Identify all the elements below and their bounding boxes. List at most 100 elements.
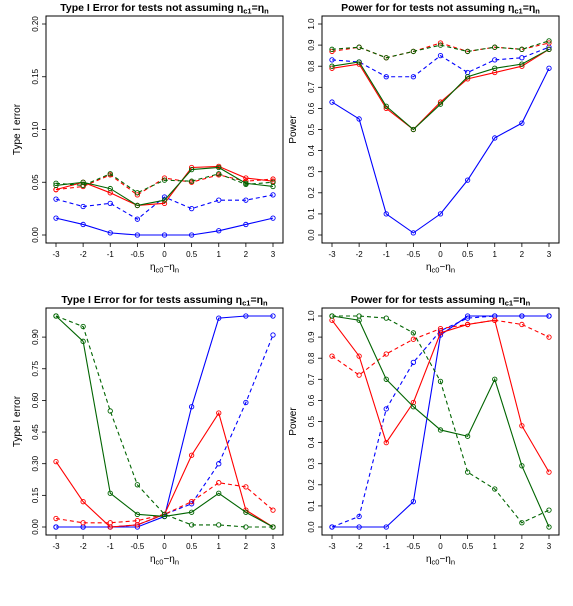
series-line xyxy=(331,319,550,473)
data-point xyxy=(216,522,222,528)
data-point xyxy=(134,202,141,209)
data-point xyxy=(270,179,276,185)
y-tick-label: 0.2 xyxy=(307,479,316,491)
data-point xyxy=(329,99,335,105)
data-point xyxy=(437,53,444,59)
x-tick-label: 0 xyxy=(162,542,167,551)
data-point xyxy=(270,507,276,513)
data-point xyxy=(519,463,525,469)
series-2 xyxy=(329,313,552,530)
data-point xyxy=(437,326,444,332)
series-3 xyxy=(53,163,276,209)
data-point xyxy=(216,228,222,234)
series-4 xyxy=(329,40,552,61)
data-point xyxy=(492,317,498,323)
x-tick-label: 3 xyxy=(271,542,276,551)
x-tick-label: 2 xyxy=(244,542,249,551)
series-4 xyxy=(53,480,276,526)
x-tick-label: -3 xyxy=(52,542,60,551)
series-2 xyxy=(53,192,276,222)
data-point xyxy=(161,200,168,207)
y-tick-label: 0.4 xyxy=(307,436,316,448)
y-tick-label: 0.00 xyxy=(31,519,40,535)
panel-1: Type I Error for tests not assuming ηc1​… xyxy=(12,2,284,275)
data-point xyxy=(383,376,389,382)
data-point xyxy=(546,38,552,44)
series-line xyxy=(55,194,274,220)
series-3 xyxy=(53,410,276,530)
x-tick-label: -2 xyxy=(356,250,364,259)
data-point xyxy=(356,372,362,378)
x-tick-label: 1 xyxy=(217,542,222,551)
data-point xyxy=(107,408,113,414)
y-tick-label: 0.20 xyxy=(31,16,40,32)
data-point xyxy=(329,46,335,52)
y-tick-label: 0.1 xyxy=(307,500,316,512)
data-point xyxy=(329,524,335,530)
data-point xyxy=(410,126,417,133)
data-point xyxy=(410,48,417,55)
data-point xyxy=(80,182,86,189)
y-tick-label: 0.05 xyxy=(31,174,40,190)
data-point xyxy=(161,177,168,183)
y-tick-label: 0.75 xyxy=(31,360,40,376)
data-point xyxy=(356,524,362,530)
data-point xyxy=(519,46,525,52)
data-point xyxy=(546,469,552,475)
y-tick-label: 0.8 xyxy=(307,352,316,364)
x-tick-label: -0.5 xyxy=(406,250,420,259)
data-point xyxy=(410,336,417,342)
data-point xyxy=(188,509,195,515)
data-point xyxy=(107,185,113,192)
chart-title: Type I Error for tests not assuming ηc1​… xyxy=(60,2,269,16)
plot-frame xyxy=(321,15,560,244)
data-point xyxy=(356,353,362,359)
data-point xyxy=(546,65,552,71)
plot-frame xyxy=(321,307,560,536)
data-point xyxy=(243,175,249,181)
y-tick-label: 0.6 xyxy=(307,102,316,114)
data-point xyxy=(437,101,444,107)
data-point xyxy=(383,211,389,217)
data-point xyxy=(270,524,276,530)
series-line xyxy=(332,315,550,524)
data-point xyxy=(410,359,417,366)
data-point xyxy=(492,376,498,382)
data-point xyxy=(329,317,335,323)
series-line xyxy=(56,334,274,528)
data-point xyxy=(270,192,276,198)
x-tick-label: -1 xyxy=(383,250,391,259)
panel-2: Power for for tests not assuming ηc1​=ηn… xyxy=(288,2,560,275)
y-axis-label: Type I error xyxy=(12,103,23,155)
data-point xyxy=(329,57,335,63)
data-point xyxy=(270,176,276,182)
x-tick-label: 0.5 xyxy=(462,250,474,259)
data-point xyxy=(216,315,222,321)
x-tick-label: -3 xyxy=(52,250,60,259)
x-tick-label: -1 xyxy=(107,542,115,551)
series-line xyxy=(55,315,274,528)
data-point xyxy=(161,232,168,238)
data-point xyxy=(216,164,222,171)
data-point xyxy=(53,313,59,319)
x-tick-label: -3 xyxy=(328,250,336,259)
data-point xyxy=(243,197,249,203)
y-tick-label: 0.9 xyxy=(307,331,316,343)
x-tick-label: 1 xyxy=(493,542,498,551)
data-point xyxy=(216,480,222,486)
y-tick-label: 0.5 xyxy=(307,123,316,135)
x-tick-label: 0 xyxy=(162,250,167,259)
plot-frame xyxy=(45,307,284,536)
data-point xyxy=(188,232,195,238)
data-point xyxy=(270,215,276,221)
data-point xyxy=(383,103,389,109)
data-point xyxy=(464,321,471,328)
series-line xyxy=(331,48,550,131)
y-tick-label: 0.7 xyxy=(307,81,316,93)
data-point xyxy=(134,216,141,222)
data-point xyxy=(216,461,222,467)
series-line xyxy=(55,173,274,194)
x-tick-label: -0.5 xyxy=(130,542,144,551)
data-point xyxy=(546,46,552,52)
data-point xyxy=(161,513,168,520)
